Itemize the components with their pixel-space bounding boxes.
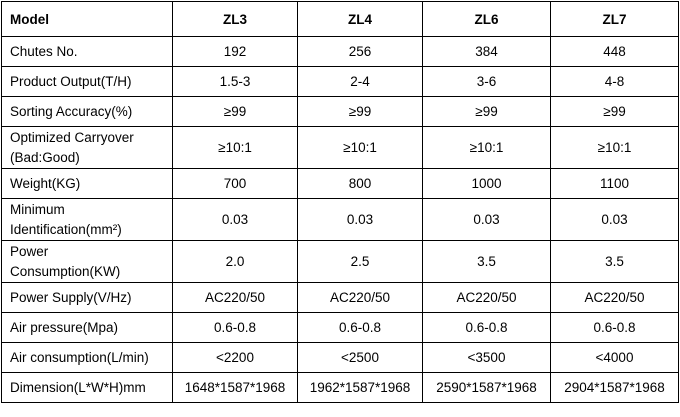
cell: 0.6-0.8 (297, 312, 423, 343)
cell: 2904*1587*1968 (550, 372, 679, 403)
cell: 448 (550, 36, 679, 67)
label-line: Chutes No. (10, 43, 78, 59)
cell: 1962*1587*1968 (297, 372, 423, 403)
cell: 1100 (550, 168, 679, 199)
label-line: Air pressure(Mpa) (10, 319, 119, 335)
cell: ≥99 (297, 96, 423, 127)
cell: AC220/50 (297, 282, 423, 313)
cell: 1.5-3 (172, 66, 298, 97)
cell: 1000 (422, 168, 551, 199)
label-line: Power (10, 243, 49, 259)
row-label: Minimum Identification(mm²) (1, 198, 173, 241)
table-row: Air pressure(Mpa) 0.6-0.8 0.6-0.8 0.6-0.8 0.… (1, 312, 679, 343)
row-label: Sorting Accuracy(%) (1, 96, 173, 127)
cell: 800 (297, 168, 423, 199)
header-cell: Model (1, 1, 173, 37)
cell: 0.03 (297, 198, 423, 241)
row-label: Optimized Carryover (Bad:Good) (1, 126, 173, 169)
cell: 192 (172, 36, 298, 67)
label-line: Weight(KG) (10, 175, 81, 191)
cell: 1648*1587*1968 (172, 372, 298, 403)
row-label: Chutes No. (1, 36, 173, 67)
cell: ≥10:1 (550, 126, 679, 169)
cell: <2200 (172, 342, 298, 373)
row-label: Weight(KG) (1, 168, 173, 199)
label-line: Identification(mm²) (10, 221, 122, 237)
cell: 0.03 (422, 198, 551, 241)
label-line: Consumption(KW) (10, 263, 121, 279)
label-line: Air consumption(L/min) (10, 349, 149, 365)
row-label: Air consumption(L/min) (1, 342, 173, 373)
cell: 3-6 (422, 66, 551, 97)
table-row: Power Consumption(KW) 2.0 2.5 3.5 3.5 (1, 240, 679, 283)
cell: <2500 (297, 342, 423, 373)
label-line: Product Output(T/H) (10, 73, 132, 89)
header-cell: ZL4 (297, 1, 423, 37)
cell: ≥10:1 (422, 126, 551, 169)
cell: <4000 (550, 342, 679, 373)
row-label: Power Supply(V/Hz) (1, 282, 173, 313)
header-cell: ZL3 (172, 1, 298, 37)
header-row: Model ZL3 ZL4 ZL6 ZL7 (1, 1, 679, 37)
table-row: Power Supply(V/Hz) AC220/50 AC220/50 AC220/… (1, 282, 679, 313)
cell: ≥99 (422, 96, 551, 127)
cell: 3.5 (422, 240, 551, 283)
label-line: Dimension(L*W*H)mm (10, 379, 146, 395)
cell: 0.6-0.8 (550, 312, 679, 343)
table-row: Weight(KG) 700 800 1000 1100 (1, 168, 679, 199)
cell: AC220/50 (172, 282, 298, 313)
cell: ≥10:1 (297, 126, 423, 169)
table-row: Minimum Identification(mm²) 0.03 0.03 0.03 0.… (1, 198, 679, 241)
cell: 700 (172, 168, 298, 199)
cell: ≥99 (172, 96, 298, 127)
cell: 4-8 (550, 66, 679, 97)
cell: ≥99 (550, 96, 679, 127)
label-line: (Bad:Good) (10, 149, 80, 165)
label-line: Optimized Carryover (10, 129, 134, 145)
cell: 2.5 (297, 240, 423, 283)
row-label: Air pressure(Mpa) (1, 312, 173, 343)
cell: AC220/50 (422, 282, 551, 313)
cell: 0.6-0.8 (172, 312, 298, 343)
table-row: Product Output(T/H) 1.5-3 2-4 3-6 4-8 (1, 66, 679, 97)
label-line: Power Supply(V/Hz) (10, 289, 132, 305)
row-label: Product Output(T/H) (1, 66, 173, 97)
cell: 2-4 (297, 66, 423, 97)
cell: 2590*1587*1968 (422, 372, 551, 403)
label-line: Minimum (10, 201, 65, 217)
table-row: Air consumption(L/min) <2200 <2500 <3500 <40… (1, 342, 679, 373)
cell: 256 (297, 36, 423, 67)
cell: 3.5 (550, 240, 679, 283)
row-label: Dimension(L*W*H)mm (1, 372, 173, 403)
table-row: Chutes No. 192 256 384 448 (1, 36, 679, 67)
label-line: Sorting Accuracy(%) (10, 103, 133, 119)
row-label: Power Consumption(KW) (1, 240, 173, 283)
table-row: Dimension(L*W*H)mm 1648*1587*1968 1962*158… (1, 372, 679, 403)
header-cell: ZL6 (422, 1, 551, 37)
cell: 0.03 (550, 198, 679, 241)
cell: AC220/50 (550, 282, 679, 313)
table-row: Optimized Carryover (Bad:Good) ≥10:1 ≥10:1 ≥… (1, 126, 679, 169)
cell: 0.6-0.8 (422, 312, 551, 343)
cell: ≥10:1 (172, 126, 298, 169)
header-cell: ZL7 (550, 1, 679, 37)
cell: <3500 (422, 342, 551, 373)
table-row: Sorting Accuracy(%) ≥99 ≥99 ≥99 ≥99 (1, 96, 679, 127)
cell: 2.0 (172, 240, 298, 283)
spec-table: Model ZL3 ZL4 ZL6 ZL7 Chutes No. 192 256 384 448 P… (1, 1, 679, 403)
cell: 384 (422, 36, 551, 67)
cell: 0.03 (172, 198, 298, 241)
